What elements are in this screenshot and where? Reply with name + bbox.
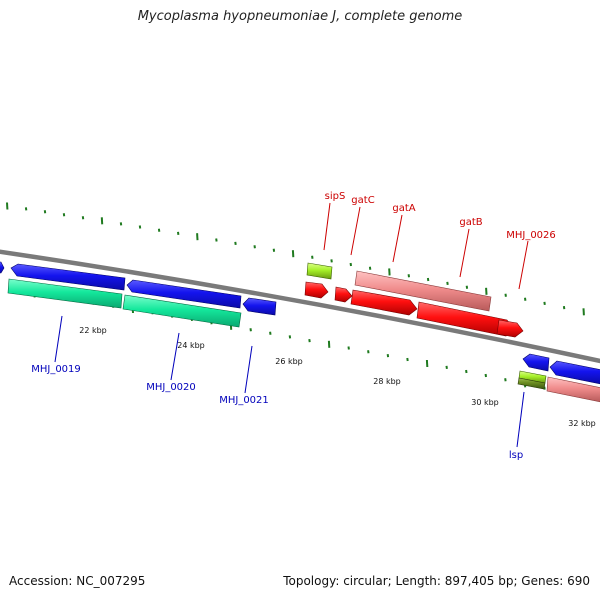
scale-label-22kbp: 22 kbp — [79, 326, 107, 335]
gene-block-green[interactable] — [7, 278, 123, 309]
gene-block-green[interactable] — [122, 294, 242, 328]
lower-strand-genes — [7, 278, 524, 338]
gene-arrow-blue[interactable] — [126, 279, 242, 309]
upper-strand-genes — [0, 261, 492, 316]
scale-label-26kbp: 26 kbp — [275, 357, 303, 366]
accession-value: NC_007295 — [76, 574, 146, 588]
gene-arrow-blue[interactable] — [549, 360, 600, 385]
scale-label-24kbp: 24 kbp — [177, 341, 205, 350]
gene-arrow-red[interactable] — [334, 286, 353, 303]
accession-label: Accession: — [9, 574, 73, 588]
gene-arrow-red[interactable] — [304, 281, 329, 299]
length-value: 897,405 bp — [444, 574, 514, 588]
topology-value: circular — [343, 574, 388, 588]
gene-arrow-blue[interactable] — [242, 297, 277, 316]
gene-label-gatB[interactable]: gatB — [459, 217, 482, 228]
gene-arrow-blue[interactable] — [0, 261, 5, 274]
gene-label-MHJ_0021[interactable]: MHJ_0021 — [219, 395, 269, 406]
gene-block-pink[interactable] — [354, 270, 492, 312]
gene-block-lime[interactable] — [306, 262, 333, 280]
gene-label-lsp[interactable]: lsp — [509, 450, 523, 461]
gene-arrow-red[interactable] — [496, 319, 524, 338]
leader-line-MHJ_0026 — [518, 240, 529, 290]
gene-labels: sipS gatC gatA gatB MHJ_0026 MHJ_0019 MH… — [31, 191, 556, 461]
scale-label-28kbp: 28 kbp — [373, 377, 401, 386]
genes-count: 690 — [567, 574, 590, 588]
gene-arrow-red[interactable] — [350, 289, 418, 316]
label-leader-lines — [54, 202, 529, 448]
scale-labels: 22 kbp 24 kbp 26 kbp 28 kbp 30 kbp 32 kb… — [79, 326, 596, 428]
leader-line-MHJ_0020 — [170, 332, 180, 381]
leader-line-gatC — [350, 206, 361, 256]
gene-arrow-blue[interactable] — [522, 353, 550, 372]
gene-label-gatC[interactable]: gatC — [351, 195, 374, 206]
gene-label-sipS[interactable]: sipS — [325, 191, 346, 202]
gene-block-olive[interactable] — [517, 377, 546, 390]
gene-label-MHJ_0020[interactable]: MHJ_0020 — [146, 382, 196, 393]
genome-summary: Topology: circular; Length: 897,405 bp; … — [283, 574, 590, 588]
leader-line-sipS — [323, 202, 331, 251]
map-title: Mycoplasma hyopneumoniae J, complete gen… — [137, 9, 463, 24]
length-label: Length: — [395, 574, 441, 588]
gene-arrow-blue[interactable] — [10, 263, 126, 291]
leader-line-gatA — [392, 214, 403, 263]
genome-backbone — [0, 249, 600, 364]
leader-line-lsp — [516, 391, 525, 448]
gene-label-MHJ_0019[interactable]: MHJ_0019 — [31, 364, 81, 375]
gene-label-MHJ_0026[interactable]: MHJ_0026 — [506, 230, 556, 241]
leader-line-MHJ_0019 — [54, 315, 63, 363]
upper-tick-track — [6, 202, 585, 316]
scale-label-30kbp: 30 kbp — [471, 398, 499, 407]
right-side-genes — [517, 353, 600, 403]
gene-block-pink[interactable] — [546, 376, 600, 403]
topology-label: Topology: — [283, 574, 340, 588]
genes-label: Genes: — [521, 574, 564, 588]
lower-tick-track — [13, 289, 585, 399]
leader-line-gatB — [459, 228, 470, 278]
scale-label-32kbp: 32 kbp — [568, 419, 596, 428]
accession-info: Accession: NC_007295 — [9, 574, 145, 588]
leader-line-MHJ_0021 — [244, 345, 253, 394]
gene-label-gatA[interactable]: gatA — [392, 203, 415, 214]
